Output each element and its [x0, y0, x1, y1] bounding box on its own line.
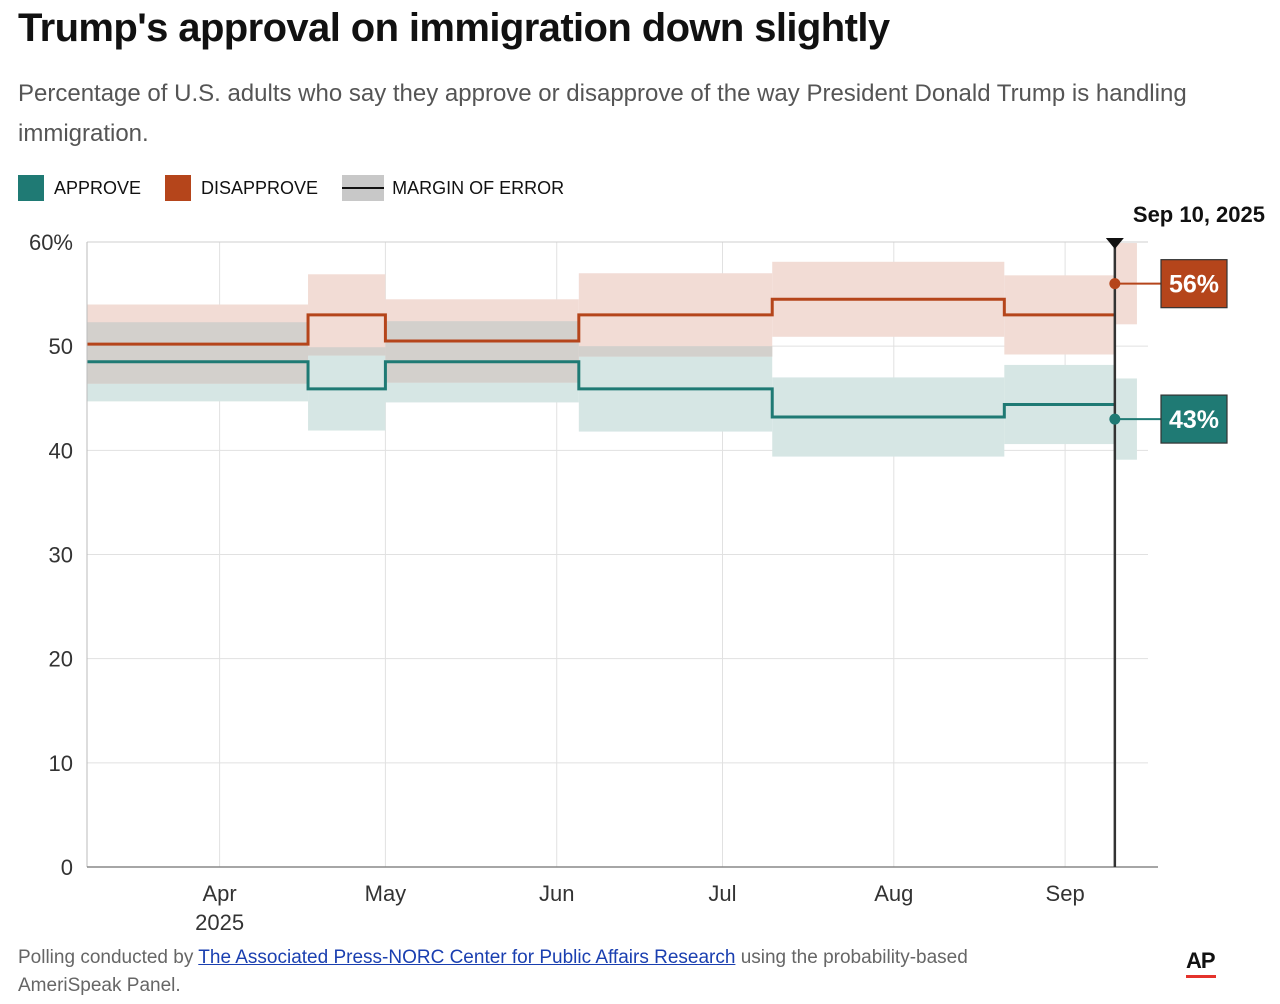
- legend-item-moe: MARGIN OF ERROR: [342, 175, 564, 201]
- disapprove-value-label: 56%: [1169, 271, 1219, 299]
- legend-swatch-disapprove: [165, 175, 192, 201]
- current-date-marker: [1105, 238, 1124, 249]
- legend-item-approve: APPROVE: [18, 175, 141, 201]
- approve-value-label: 43%: [1169, 406, 1219, 434]
- legend-label-disapprove: DISAPPROVE: [201, 177, 319, 198]
- legend-item-disapprove: DISAPPROVE: [165, 175, 318, 201]
- footer-source: Polling conducted by The Associated Pres…: [18, 944, 1058, 1000]
- y-tick-label: 40: [49, 438, 73, 463]
- ap-logo-text: AP: [1186, 948, 1216, 973]
- x-tick-sublabel: 2025: [195, 910, 244, 935]
- y-tick-label: 30: [49, 543, 73, 568]
- x-tick-label: Aug: [874, 881, 913, 906]
- moe-overlap-band: [308, 347, 386, 356]
- ap-logo: AP: [1186, 948, 1222, 984]
- disapprove-line: [87, 297, 1115, 346]
- ap-logo-bar: [1186, 975, 1216, 978]
- x-tick-label: May: [365, 881, 407, 906]
- legend-label-moe: MARGIN OF ERROR: [392, 177, 565, 198]
- x-tick-label: Jul: [708, 881, 736, 906]
- y-tick-label: 10: [49, 751, 73, 776]
- y-tick-label: 50: [49, 334, 73, 359]
- legend-swatch-approve: [18, 175, 44, 201]
- approve-value-badge: [1160, 394, 1228, 444]
- disapprove-value-badge: [1160, 259, 1228, 309]
- y-tick-label: 60%: [29, 230, 73, 255]
- footer-suffix: using the probability-based AmeriSpeak P…: [18, 947, 968, 996]
- x-tick-label: Sep: [1046, 881, 1085, 906]
- moe-overlap-band: [87, 322, 309, 384]
- legend: APPROVE DISAPPROVE MARGIN OF ERROR: [18, 174, 588, 202]
- chart-title: Trump's approval on immigration down sli…: [18, 6, 890, 50]
- moe-overlap-band: [578, 346, 773, 357]
- footer-prefix: Polling conducted by: [18, 947, 199, 968]
- legend-swatch-moe: [342, 175, 385, 201]
- source-link[interactable]: The Associated Press-NORC Center for Pub…: [198, 947, 736, 968]
- chart-subtitle: Percentage of U.S. adults who say they a…: [18, 80, 1187, 147]
- moe-overlap-band: [385, 321, 579, 383]
- approve-line: [87, 360, 1115, 419]
- x-tick-label: Jun: [539, 881, 574, 906]
- x-tick-label: Apr: [203, 881, 237, 906]
- legend-label-approve: APPROVE: [54, 177, 142, 198]
- current-date-label: Sep 10, 2025: [1133, 202, 1265, 227]
- y-tick-label: 0: [61, 855, 73, 880]
- y-tick-label: 20: [49, 647, 73, 672]
